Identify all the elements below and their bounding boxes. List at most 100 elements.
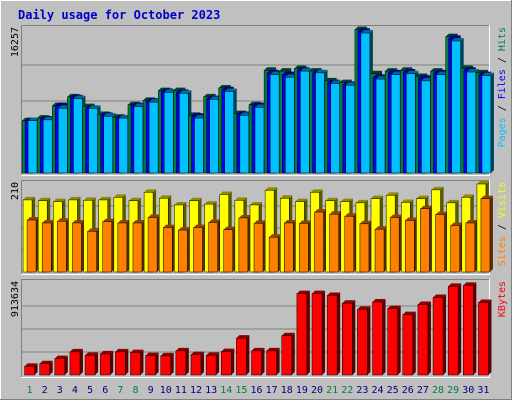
bar-top xyxy=(24,363,38,367)
day-label-26: 26 xyxy=(402,385,414,396)
bar-kbytes-day-18 xyxy=(281,332,295,376)
bar-face xyxy=(329,213,339,273)
bar-side xyxy=(397,305,401,375)
bar-kbytes-day-25 xyxy=(387,305,401,376)
bar-top xyxy=(73,95,86,99)
bar-side xyxy=(306,290,310,375)
bar-face xyxy=(147,217,158,273)
bar-kbytes-day-23 xyxy=(357,306,371,376)
bar-face xyxy=(163,92,174,174)
bar-top xyxy=(402,311,416,315)
bar-kbytes-day-17 xyxy=(266,347,280,376)
bar-sites-day-4 xyxy=(72,219,85,273)
bar-top xyxy=(53,198,66,202)
panel-legend: Pages / Files / Hits xyxy=(497,27,508,147)
bar-face xyxy=(435,214,445,273)
bar-top xyxy=(478,299,492,303)
legend-separator: / xyxy=(497,51,508,69)
legend-kbytes: KBytes xyxy=(497,281,508,317)
bar-kbytes-day-16 xyxy=(251,347,265,376)
bar-top xyxy=(284,219,297,223)
day-label-8: 8 xyxy=(132,385,138,396)
bar-top xyxy=(174,201,187,205)
bar-top xyxy=(178,227,191,231)
bar-side xyxy=(125,348,129,375)
bar-side xyxy=(140,349,144,375)
bar-kbytes-day-13 xyxy=(205,352,220,376)
bar-top xyxy=(39,360,53,364)
bar-sites-day-22 xyxy=(344,213,357,273)
bar-top xyxy=(281,332,295,336)
bar-sites-day-19 xyxy=(299,220,312,273)
bar-face xyxy=(54,358,66,376)
bar-top xyxy=(448,283,462,287)
bar-top xyxy=(375,226,388,230)
bar-sites-day-10 xyxy=(162,224,176,273)
bar-top xyxy=(481,72,494,76)
bar-side xyxy=(352,300,356,375)
bar-pages-day-31 xyxy=(481,72,494,174)
bar-top xyxy=(463,282,477,286)
bar-top xyxy=(370,70,383,74)
bar-top xyxy=(148,214,161,218)
bar-face xyxy=(224,91,234,174)
bar-face xyxy=(436,74,446,174)
bar-side xyxy=(488,299,492,375)
bar-top xyxy=(68,196,81,200)
bar-sites-day-11 xyxy=(178,227,191,273)
bar-face xyxy=(465,222,476,273)
chart-panels: 16257 Pages / Files / Hits 210 Sites / Visi… xyxy=(10,25,508,378)
bar-kbytes-day-8 xyxy=(130,349,144,376)
day-label-2: 2 xyxy=(42,385,48,396)
bar-top xyxy=(390,214,403,218)
day-label-31: 31 xyxy=(477,385,489,396)
bar-top xyxy=(433,294,447,298)
bar-kbytes-day-21 xyxy=(326,292,341,376)
day-label-17: 17 xyxy=(266,385,278,396)
bar-face xyxy=(451,40,461,174)
bar-sites-day-23 xyxy=(359,220,372,273)
bar-face xyxy=(357,309,368,376)
bar-top xyxy=(266,347,280,351)
day-label-22: 22 xyxy=(341,385,353,396)
bar-face xyxy=(296,293,308,376)
bar-top xyxy=(115,348,129,352)
bar-face xyxy=(344,216,355,273)
bar-top xyxy=(102,218,115,222)
bar-top xyxy=(451,38,464,42)
bar-top xyxy=(325,197,338,201)
bar-top xyxy=(144,189,157,193)
bar-face xyxy=(406,73,416,174)
day-label-21: 21 xyxy=(326,385,338,396)
bar-top xyxy=(103,113,116,117)
panel-hits-files-pages: 16257 Pages / Files / Hits xyxy=(10,25,508,176)
bar-face xyxy=(162,227,173,273)
legend-files: Files xyxy=(497,69,508,99)
bar-top xyxy=(280,195,293,199)
bar-top xyxy=(416,195,429,199)
bar-face xyxy=(360,32,371,174)
bar-side xyxy=(95,352,99,375)
bar-face xyxy=(102,221,112,273)
bar-face xyxy=(390,74,401,174)
bar-sites-day-9 xyxy=(147,214,161,273)
bar-kbytes-day-9 xyxy=(145,352,159,376)
bar-top xyxy=(100,350,114,354)
bar-side xyxy=(367,306,371,375)
bar-kbytes-day-14 xyxy=(220,348,235,376)
bar-side xyxy=(246,335,250,375)
bar-top xyxy=(371,195,384,199)
bar-face xyxy=(132,222,143,273)
bar-top xyxy=(113,194,126,198)
bar-top xyxy=(435,211,448,215)
legend-visits: Visits xyxy=(497,182,508,218)
legend-text: KBytes xyxy=(497,281,508,317)
y-max-label: 210 xyxy=(10,182,21,200)
bar-top xyxy=(85,352,99,356)
bar-sites-day-26 xyxy=(405,217,418,273)
bar-sites-day-17 xyxy=(268,234,282,273)
bar-top xyxy=(117,219,130,223)
bar-face xyxy=(314,211,324,273)
bar-kbytes-day-30 xyxy=(463,282,477,376)
bar-top xyxy=(190,351,204,355)
